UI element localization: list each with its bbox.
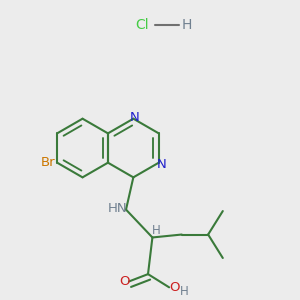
Text: HN: HN <box>108 202 128 214</box>
Text: H: H <box>180 285 189 298</box>
Text: O: O <box>170 281 180 294</box>
Text: N: N <box>130 111 140 124</box>
Text: O: O <box>120 275 130 288</box>
Text: Br: Br <box>41 156 56 169</box>
Text: H: H <box>182 18 192 32</box>
Text: N: N <box>157 158 166 171</box>
Text: Cl: Cl <box>135 18 148 32</box>
Text: H: H <box>152 224 160 237</box>
